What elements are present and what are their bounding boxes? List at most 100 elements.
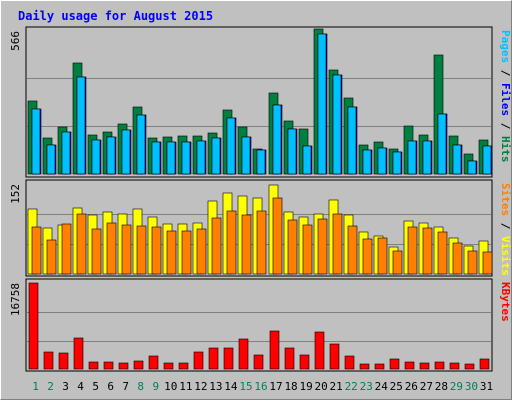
bar-pages-day-20 bbox=[317, 33, 327, 175]
bar-sites-day-30 bbox=[467, 250, 478, 275]
bar-sites-day-16 bbox=[256, 210, 267, 275]
bar-kbytes-day-4 bbox=[73, 337, 84, 370]
legend-pages: Pages bbox=[499, 30, 512, 63]
bar-kbytes-day-30 bbox=[464, 363, 475, 370]
bar-pages-day-9 bbox=[151, 141, 161, 175]
x-tick-label-day-10: 10 bbox=[164, 380, 177, 393]
bar-sites-day-3 bbox=[61, 223, 72, 275]
bar-pages-day-16 bbox=[256, 149, 266, 175]
x-tick-label-day-26: 26 bbox=[405, 380, 418, 393]
bar-pages-day-28 bbox=[437, 113, 447, 175]
x-tick-label-day-7: 7 bbox=[122, 380, 129, 393]
bar-kbytes-day-19 bbox=[299, 354, 310, 370]
bar-kbytes-day-5 bbox=[88, 361, 99, 370]
x-tick-label-day-6: 6 bbox=[107, 380, 114, 393]
right-axis-legend: Pages / Files / Hits bbox=[499, 30, 512, 163]
x-tick-label-day-11: 11 bbox=[179, 380, 192, 393]
x-tick-label-day-5: 5 bbox=[92, 380, 99, 393]
bar-sites-day-5 bbox=[91, 228, 102, 275]
bar-sites-day-11 bbox=[181, 230, 192, 275]
bar-pages-day-7 bbox=[121, 129, 131, 175]
bar-kbytes-day-31 bbox=[479, 358, 490, 370]
legend-separator: / bbox=[499, 216, 512, 236]
right-axis-legend: KBytes bbox=[499, 282, 512, 322]
bar-pages-day-3 bbox=[61, 131, 71, 175]
x-tick-label-day-4: 4 bbox=[77, 380, 84, 393]
bar-pages-day-4 bbox=[76, 76, 86, 175]
bar-sites-day-17 bbox=[272, 197, 283, 275]
bar-pages-day-6 bbox=[106, 136, 116, 175]
legend-sites: Sites bbox=[499, 183, 512, 216]
x-tick-label-day-23: 23 bbox=[360, 380, 373, 393]
x-tick-label-day-15: 15 bbox=[239, 380, 252, 393]
panel-kbytes: 16758 KBytes bbox=[9, 278, 512, 372]
bar-sites-day-25 bbox=[392, 250, 403, 275]
bar-sites-day-8 bbox=[136, 225, 147, 275]
bar-sites-day-13 bbox=[211, 217, 222, 275]
bar-sites-day-9 bbox=[151, 226, 162, 275]
bar-sites-day-7 bbox=[121, 224, 132, 275]
bar-kbytes-day-16 bbox=[253, 354, 264, 370]
bar-pages-day-10 bbox=[166, 141, 176, 175]
bar-sites-day-31 bbox=[482, 251, 493, 275]
bar-kbytes-day-18 bbox=[284, 347, 295, 370]
x-tick-label-day-31: 31 bbox=[480, 380, 493, 393]
panel-visits-sites: 152 Sites / Visits bbox=[9, 179, 512, 277]
x-tick-label-day-8: 8 bbox=[137, 380, 144, 393]
bar-kbytes-day-1 bbox=[28, 282, 39, 370]
x-tick-label-day-28: 28 bbox=[435, 380, 448, 393]
x-tick-label-day-2: 2 bbox=[47, 380, 54, 393]
bar-sites-day-1 bbox=[31, 226, 42, 275]
bar-pages-day-12 bbox=[196, 140, 206, 175]
bar-kbytes-day-13 bbox=[208, 347, 219, 370]
bar-kbytes-day-7 bbox=[118, 362, 129, 370]
bar-pages-day-22 bbox=[347, 106, 357, 175]
bar-pages-day-24 bbox=[377, 147, 387, 175]
bar-kbytes-day-8 bbox=[133, 360, 144, 370]
x-tick-label-day-16: 16 bbox=[254, 380, 267, 393]
bar-pages-day-26 bbox=[407, 140, 417, 175]
bar-pages-day-14 bbox=[226, 117, 236, 175]
bar-sites-day-10 bbox=[166, 230, 177, 275]
x-tick-label-day-9: 9 bbox=[152, 380, 159, 393]
right-axis-legend: Sites / Visits bbox=[499, 183, 512, 276]
x-tick-label-day-19: 19 bbox=[299, 380, 312, 393]
bar-pages-day-21 bbox=[332, 74, 342, 175]
bar-pages-day-13 bbox=[211, 137, 221, 175]
x-tick-label-day-30: 30 bbox=[465, 380, 478, 393]
x-tick-label-day-3: 3 bbox=[62, 380, 69, 393]
bar-pages-day-15 bbox=[241, 136, 251, 175]
x-tick-label-day-14: 14 bbox=[224, 380, 238, 393]
legend-separator: / bbox=[499, 116, 512, 136]
bar-sites-day-28 bbox=[437, 231, 448, 275]
panel-pages-files-hits: 566 Pages / Files / Hits bbox=[9, 26, 512, 178]
x-tick-label-day-1: 1 bbox=[32, 380, 39, 393]
bar-sites-day-14 bbox=[226, 210, 237, 275]
bar-kbytes-day-20 bbox=[314, 331, 325, 370]
bar-pages-day-5 bbox=[91, 139, 101, 175]
bar-sites-day-29 bbox=[452, 242, 463, 275]
bar-kbytes-day-10 bbox=[163, 362, 174, 370]
x-tick-label-day-12: 12 bbox=[194, 380, 207, 393]
bar-kbytes-day-11 bbox=[178, 362, 189, 370]
bar-sites-day-26 bbox=[407, 226, 418, 275]
x-tick-label-day-29: 29 bbox=[450, 380, 463, 393]
bar-kbytes-day-15 bbox=[238, 338, 249, 370]
bar-pages-day-19 bbox=[302, 145, 312, 175]
x-tick-label-day-24: 24 bbox=[375, 380, 389, 393]
bar-sites-day-24 bbox=[377, 237, 388, 275]
bar-pages-day-18 bbox=[287, 128, 297, 175]
bar-kbytes-day-28 bbox=[434, 361, 445, 370]
bar-kbytes-day-12 bbox=[193, 351, 204, 370]
chart-title: Daily usage for August 2015 bbox=[18, 9, 213, 23]
bar-sites-day-21 bbox=[332, 213, 343, 275]
legend-separator: / bbox=[499, 63, 512, 83]
bar-pages-day-1 bbox=[31, 108, 41, 175]
bar-kbytes-day-17 bbox=[269, 330, 280, 370]
x-tick-label-day-27: 27 bbox=[420, 380, 433, 393]
x-tick-label-day-13: 13 bbox=[209, 380, 222, 393]
bar-sites-day-6 bbox=[106, 222, 117, 275]
bar-kbytes-day-29 bbox=[449, 362, 460, 370]
bar-kbytes-day-14 bbox=[223, 347, 234, 370]
